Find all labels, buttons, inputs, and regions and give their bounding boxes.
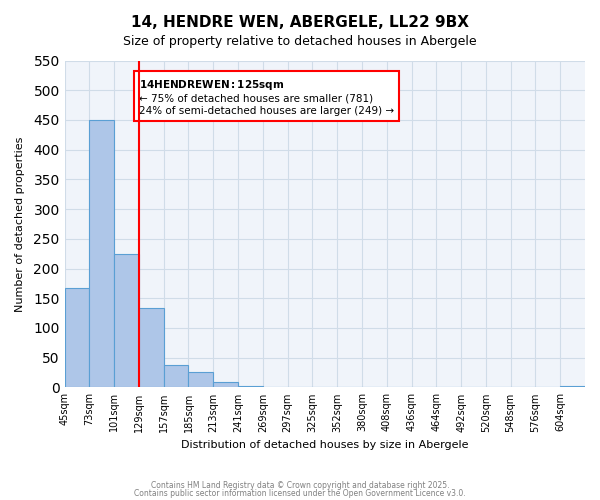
- Bar: [139, 308, 164, 388]
- Bar: [560, 386, 585, 388]
- Text: Size of property relative to detached houses in Abergele: Size of property relative to detached ho…: [123, 35, 477, 48]
- Bar: [238, 386, 263, 388]
- Bar: [213, 382, 238, 388]
- Text: $\bf{14 HENDRE WEN: 125sqm}$
← 75% of detached houses are smaller (781)
24% of s: $\bf{14 HENDRE WEN: 125sqm}$ ← 75% of de…: [139, 78, 394, 116]
- Y-axis label: Number of detached properties: Number of detached properties: [15, 136, 25, 312]
- Bar: [164, 365, 188, 388]
- Bar: [65, 288, 89, 388]
- Bar: [114, 254, 139, 388]
- Text: Contains public sector information licensed under the Open Government Licence v3: Contains public sector information licen…: [134, 488, 466, 498]
- Bar: [188, 372, 213, 388]
- Bar: [89, 120, 114, 388]
- Text: Contains HM Land Registry data © Crown copyright and database right 2025.: Contains HM Land Registry data © Crown c…: [151, 481, 449, 490]
- Text: 14, HENDRE WEN, ABERGELE, LL22 9BX: 14, HENDRE WEN, ABERGELE, LL22 9BX: [131, 15, 469, 30]
- X-axis label: Distribution of detached houses by size in Abergele: Distribution of detached houses by size …: [181, 440, 469, 450]
